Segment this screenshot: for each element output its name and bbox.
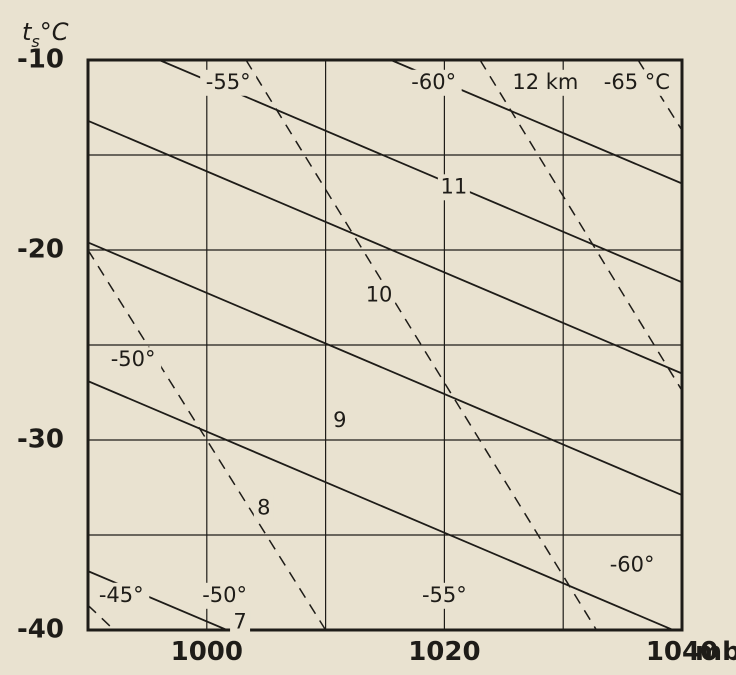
- height-label-background: [253, 495, 274, 522]
- height-label-background: [437, 174, 470, 201]
- y-tick-label: -40: [17, 615, 64, 645]
- height-label: 8: [257, 495, 270, 519]
- y-tick-label: -10: [17, 45, 64, 75]
- temperature-line: [88, 604, 115, 630]
- temperature-label: -50°: [202, 583, 247, 607]
- height-label: 11: [441, 174, 468, 198]
- temperature-label: -60°: [411, 70, 456, 94]
- temperature-label: -55°: [422, 583, 467, 607]
- height-line: [88, 380, 676, 630]
- y-axis-label-unit: °C: [40, 18, 69, 46]
- y-axis-label-symbol: t: [22, 18, 33, 46]
- temperature-label-background: [596, 69, 677, 96]
- temperature-label-background: [200, 69, 257, 96]
- height-label-background: [363, 282, 396, 309]
- height-label: 9: [333, 408, 346, 432]
- temperature-line: [479, 60, 682, 391]
- temperature-label-background: [604, 552, 661, 579]
- temperature-label: -65 °C: [604, 70, 670, 94]
- temperature-label: -60°: [610, 552, 655, 576]
- temperature-label: -45°: [99, 583, 144, 607]
- height-label: 10: [366, 283, 393, 307]
- height-label-background: [230, 609, 251, 636]
- x-axis-label: mb: [695, 637, 736, 667]
- temperature-label-background: [196, 582, 253, 609]
- x-tick-label: 1040: [646, 637, 718, 667]
- height-line: [88, 119, 682, 375]
- temperature-label-background: [416, 582, 473, 609]
- y-tick-label: -30: [17, 425, 64, 455]
- temperature-label-background: [405, 69, 462, 96]
- temperature-label-background: [93, 582, 150, 609]
- height-line: [88, 241, 682, 496]
- temperature-label-background: [105, 347, 162, 374]
- temperature-line: [245, 60, 598, 630]
- temperature-label: -55°: [206, 70, 251, 94]
- temperature-label: -50°: [111, 347, 156, 371]
- height-label: 7: [233, 609, 246, 633]
- height-label: 12 km: [512, 70, 578, 94]
- height-label-background: [511, 69, 580, 96]
- y-axis-label: ts°C: [22, 18, 69, 51]
- height-line: [158, 60, 682, 284]
- y-axis-label-subscript: s: [31, 32, 39, 51]
- y-tick-label: -20: [17, 235, 64, 265]
- x-tick-label: 1020: [408, 637, 480, 667]
- plot-frame: [86, 58, 684, 632]
- x-tick-label: 1000: [171, 637, 243, 667]
- height-label-background: [329, 408, 350, 434]
